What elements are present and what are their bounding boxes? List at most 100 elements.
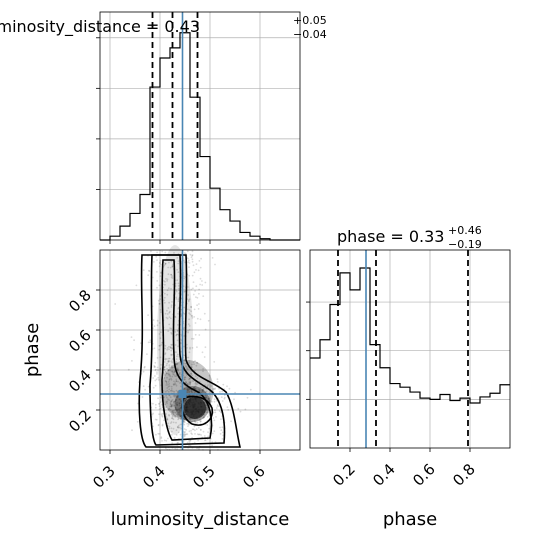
joint-sample-point xyxy=(207,431,209,434)
joint-sample-point xyxy=(233,398,235,401)
joint-sample-point xyxy=(131,429,133,432)
joint-sample-point xyxy=(167,368,170,371)
joint-sample-point xyxy=(178,407,181,410)
joint-sample-point xyxy=(168,360,171,363)
joint-sample-point xyxy=(152,319,155,321)
joint-sample-point xyxy=(142,370,145,373)
joint-sample-point xyxy=(183,434,186,436)
joint-sample-point xyxy=(168,378,171,380)
joint-sample-point xyxy=(165,406,168,408)
joint-sample-point xyxy=(164,352,167,354)
joint-sample-point xyxy=(161,414,163,417)
ph-xtick-label: 0.6 xyxy=(409,460,439,490)
joint-sample-point xyxy=(194,429,196,432)
joint-sample-point xyxy=(156,271,158,273)
joint-sample-point xyxy=(177,418,180,421)
joint-sample-point xyxy=(158,402,161,405)
joint-sample-point xyxy=(166,317,169,320)
joint-sample-point xyxy=(189,377,191,380)
joint-sample-point xyxy=(176,403,179,406)
joint-sample-point xyxy=(187,356,190,359)
joint-sample-point xyxy=(174,344,177,346)
joint-sample-point xyxy=(174,411,177,413)
joint-sample-point xyxy=(190,256,193,259)
joint-sample-point xyxy=(159,275,162,277)
joint-sample-point xyxy=(158,302,161,305)
joint-sample-point xyxy=(176,339,179,342)
joint-sample-point xyxy=(187,261,190,264)
joint-sample-point xyxy=(188,298,191,301)
joint-sample-point xyxy=(193,316,196,318)
joint-sample-point xyxy=(164,312,167,315)
joint-sample-point xyxy=(158,344,161,347)
joint-sample-point xyxy=(176,403,178,406)
joint-sample-point xyxy=(154,375,156,377)
joint-sample-point xyxy=(147,341,150,344)
joint-sample-point xyxy=(170,273,173,276)
joint-sample-point xyxy=(206,385,209,388)
joint-sample-point xyxy=(176,353,179,356)
joint-ytick-label: 0.6 xyxy=(65,326,95,356)
joint-xtick-label: 0.3 xyxy=(89,462,119,492)
joint-sample-point xyxy=(187,294,190,296)
joint-sample-point xyxy=(170,333,173,335)
joint-sample-point xyxy=(178,372,181,375)
joint-sample-point xyxy=(198,292,200,295)
joint-sample-point xyxy=(180,385,182,388)
joint-sample-point xyxy=(171,410,174,413)
joint-sample-point xyxy=(147,385,150,388)
joint-sample-point xyxy=(169,327,171,329)
joint-sample-point xyxy=(188,262,191,264)
joint-sample-point xyxy=(171,361,174,364)
joint-sample-point xyxy=(200,257,203,260)
joint-sample-point xyxy=(198,334,201,336)
joint-sample-point xyxy=(208,374,211,377)
joint-sample-point xyxy=(169,375,172,378)
joint-sample-point xyxy=(171,410,173,413)
joint-sample-point xyxy=(159,407,162,410)
joint-contour-line xyxy=(138,254,242,448)
joint-sample-point xyxy=(156,286,158,289)
ld-histogram-step xyxy=(100,32,300,241)
joint-sample-point xyxy=(199,283,202,286)
joint-sample-point xyxy=(164,390,167,393)
joint-ytick-label: 0.8 xyxy=(65,286,95,316)
joint-sample-point xyxy=(221,390,224,393)
ph-hist-ticks: 0.2 0.4 0.6 0.8 xyxy=(306,301,479,490)
ld-histogram xyxy=(100,32,300,241)
joint-sample-point xyxy=(176,409,179,412)
joint-sample-point xyxy=(187,257,189,260)
joint-sample-point xyxy=(176,396,178,398)
joint-sample-point xyxy=(197,426,200,429)
joint-sample-point xyxy=(163,439,166,442)
ld-hist-frame xyxy=(99,11,301,241)
joint-sample-point xyxy=(177,426,180,429)
joint-sample-point xyxy=(170,404,173,407)
joint-sample-point xyxy=(160,311,162,313)
joint-sample-point xyxy=(149,339,152,342)
y-axis-label-phase: phase xyxy=(22,323,43,377)
joint-sample-point xyxy=(148,270,151,272)
joint-sample-point xyxy=(197,433,200,436)
joint-sample-point xyxy=(194,375,197,378)
joint-sample-point xyxy=(175,298,178,300)
joint-sample-point xyxy=(173,373,175,376)
joint-sample-point xyxy=(185,343,188,346)
joint-sample-point xyxy=(226,406,229,408)
joint-sample-point xyxy=(189,381,192,384)
joint-sample-point xyxy=(176,330,179,333)
joint-sample-point xyxy=(174,400,176,403)
joint-sample-point xyxy=(157,397,160,400)
joint-sample-point xyxy=(175,395,177,397)
joint-sample-point xyxy=(179,415,181,418)
joint-sample-point xyxy=(171,275,174,277)
joint-sample-point xyxy=(158,265,161,268)
joint-sample-point xyxy=(170,331,173,334)
joint-sample-point xyxy=(176,442,179,444)
joint-sample-point xyxy=(175,296,178,299)
joint-sample-point xyxy=(193,420,196,423)
joint-sample-point xyxy=(159,367,162,370)
joint-sample-point xyxy=(207,411,210,414)
joint-sample-point xyxy=(205,390,208,393)
joint-sample-point xyxy=(171,411,174,414)
